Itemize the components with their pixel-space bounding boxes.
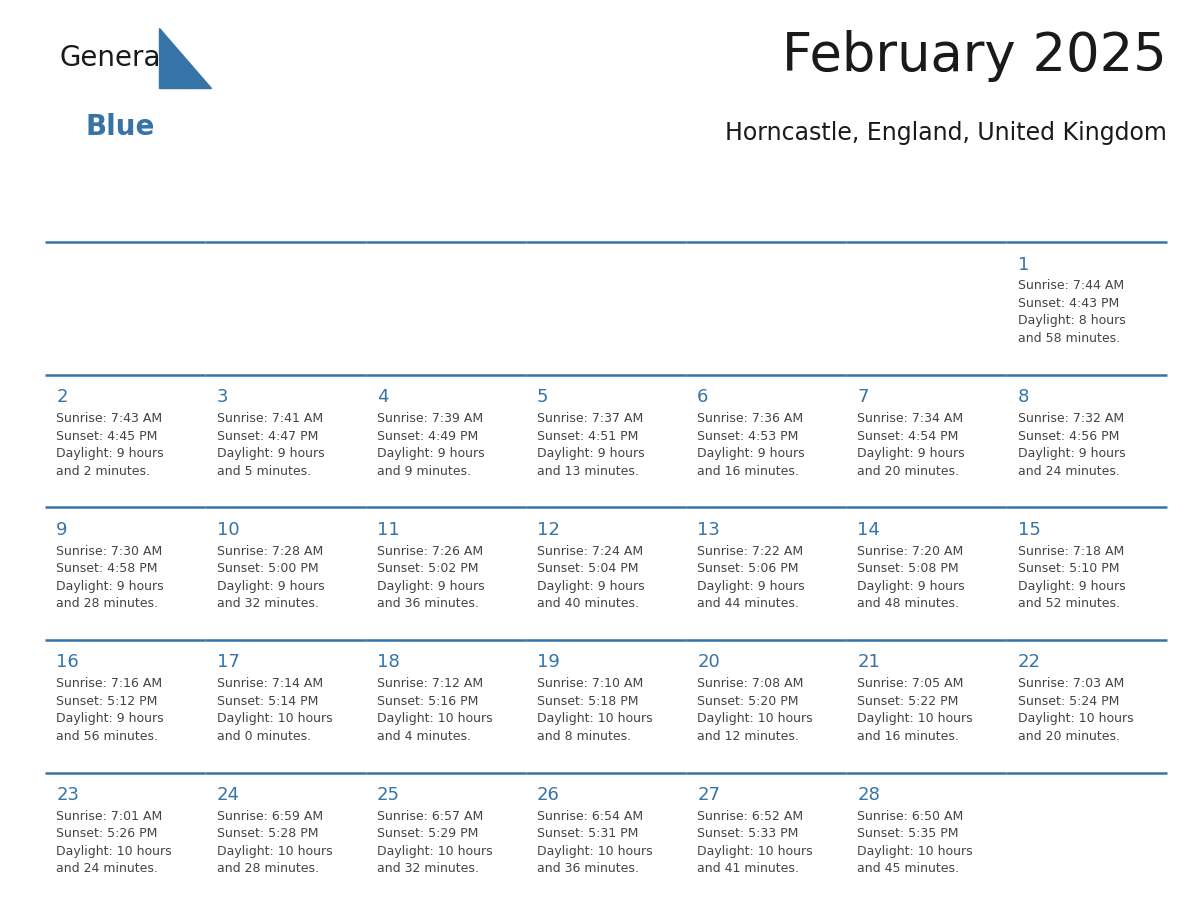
Text: 17: 17 (216, 654, 240, 671)
Text: Sunrise: 7:01 AM
Sunset: 5:26 PM
Daylight: 10 hours
and 24 minutes.: Sunrise: 7:01 AM Sunset: 5:26 PM Dayligh… (56, 810, 172, 875)
Text: 23: 23 (56, 786, 80, 804)
Text: 13: 13 (697, 521, 720, 539)
Text: 15: 15 (1018, 521, 1041, 539)
Text: 20: 20 (697, 654, 720, 671)
Text: Sunrise: 7:18 AM
Sunset: 5:10 PM
Daylight: 9 hours
and 52 minutes.: Sunrise: 7:18 AM Sunset: 5:10 PM Dayligh… (1018, 544, 1125, 610)
Text: 9: 9 (56, 521, 68, 539)
Text: February 2025: February 2025 (782, 29, 1167, 82)
Text: Sunrise: 7:32 AM
Sunset: 4:56 PM
Daylight: 9 hours
and 24 minutes.: Sunrise: 7:32 AM Sunset: 4:56 PM Dayligh… (1018, 412, 1125, 477)
Text: Tuesday: Tuesday (377, 205, 450, 222)
Text: Sunrise: 7:03 AM
Sunset: 5:24 PM
Daylight: 10 hours
and 20 minutes.: Sunrise: 7:03 AM Sunset: 5:24 PM Dayligh… (1018, 677, 1133, 743)
Text: 28: 28 (858, 786, 880, 804)
Text: Sunrise: 6:54 AM
Sunset: 5:31 PM
Daylight: 10 hours
and 36 minutes.: Sunrise: 6:54 AM Sunset: 5:31 PM Dayligh… (537, 810, 652, 875)
Text: Friday: Friday (858, 205, 912, 222)
Text: 26: 26 (537, 786, 560, 804)
Text: 7: 7 (858, 388, 868, 406)
Text: Horncastle, England, United Kingdom: Horncastle, England, United Kingdom (725, 120, 1167, 145)
Text: 14: 14 (858, 521, 880, 539)
Text: 16: 16 (56, 654, 80, 671)
Text: Sunrise: 7:39 AM
Sunset: 4:49 PM
Daylight: 9 hours
and 9 minutes.: Sunrise: 7:39 AM Sunset: 4:49 PM Dayligh… (377, 412, 485, 477)
Text: Sunrise: 6:59 AM
Sunset: 5:28 PM
Daylight: 10 hours
and 28 minutes.: Sunrise: 6:59 AM Sunset: 5:28 PM Dayligh… (216, 810, 333, 875)
Text: 18: 18 (377, 654, 399, 671)
Text: 4: 4 (377, 388, 388, 406)
Text: Sunrise: 6:50 AM
Sunset: 5:35 PM
Daylight: 10 hours
and 45 minutes.: Sunrise: 6:50 AM Sunset: 5:35 PM Dayligh… (858, 810, 973, 875)
Text: 19: 19 (537, 654, 560, 671)
Text: Wednesday: Wednesday (537, 205, 642, 222)
Text: Sunrise: 6:52 AM
Sunset: 5:33 PM
Daylight: 10 hours
and 41 minutes.: Sunrise: 6:52 AM Sunset: 5:33 PM Dayligh… (697, 810, 813, 875)
Text: Sunrise: 7:12 AM
Sunset: 5:16 PM
Daylight: 10 hours
and 4 minutes.: Sunrise: 7:12 AM Sunset: 5:16 PM Dayligh… (377, 677, 492, 743)
Text: Sunrise: 7:20 AM
Sunset: 5:08 PM
Daylight: 9 hours
and 48 minutes.: Sunrise: 7:20 AM Sunset: 5:08 PM Dayligh… (858, 544, 965, 610)
Text: Sunrise: 7:36 AM
Sunset: 4:53 PM
Daylight: 9 hours
and 16 minutes.: Sunrise: 7:36 AM Sunset: 4:53 PM Dayligh… (697, 412, 804, 477)
Text: Sunday: Sunday (56, 205, 124, 222)
Text: Saturday: Saturday (1018, 205, 1099, 222)
Text: Sunrise: 7:24 AM
Sunset: 5:04 PM
Daylight: 9 hours
and 40 minutes.: Sunrise: 7:24 AM Sunset: 5:04 PM Dayligh… (537, 544, 645, 610)
Text: 3: 3 (216, 388, 228, 406)
Text: Sunrise: 6:57 AM
Sunset: 5:29 PM
Daylight: 10 hours
and 32 minutes.: Sunrise: 6:57 AM Sunset: 5:29 PM Dayligh… (377, 810, 492, 875)
Text: Sunrise: 7:41 AM
Sunset: 4:47 PM
Daylight: 9 hours
and 5 minutes.: Sunrise: 7:41 AM Sunset: 4:47 PM Dayligh… (216, 412, 324, 477)
Text: 22: 22 (1018, 654, 1041, 671)
Text: Sunrise: 7:22 AM
Sunset: 5:06 PM
Daylight: 9 hours
and 44 minutes.: Sunrise: 7:22 AM Sunset: 5:06 PM Dayligh… (697, 544, 804, 610)
Text: Sunrise: 7:16 AM
Sunset: 5:12 PM
Daylight: 9 hours
and 56 minutes.: Sunrise: 7:16 AM Sunset: 5:12 PM Dayligh… (56, 677, 164, 743)
Text: 24: 24 (216, 786, 240, 804)
Text: Sunrise: 7:44 AM
Sunset: 4:43 PM
Daylight: 8 hours
and 58 minutes.: Sunrise: 7:44 AM Sunset: 4:43 PM Dayligh… (1018, 279, 1125, 345)
Text: 8: 8 (1018, 388, 1029, 406)
Text: Sunrise: 7:43 AM
Sunset: 4:45 PM
Daylight: 9 hours
and 2 minutes.: Sunrise: 7:43 AM Sunset: 4:45 PM Dayligh… (56, 412, 164, 477)
Text: 25: 25 (377, 786, 400, 804)
Text: 2: 2 (56, 388, 68, 406)
Text: Sunrise: 7:10 AM
Sunset: 5:18 PM
Daylight: 10 hours
and 8 minutes.: Sunrise: 7:10 AM Sunset: 5:18 PM Dayligh… (537, 677, 652, 743)
Text: Blue: Blue (86, 113, 154, 141)
Text: 6: 6 (697, 388, 708, 406)
Text: Sunrise: 7:26 AM
Sunset: 5:02 PM
Daylight: 9 hours
and 36 minutes.: Sunrise: 7:26 AM Sunset: 5:02 PM Dayligh… (377, 544, 485, 610)
Text: 12: 12 (537, 521, 560, 539)
Text: 5: 5 (537, 388, 549, 406)
Text: 27: 27 (697, 786, 720, 804)
Text: 21: 21 (858, 654, 880, 671)
Text: General: General (59, 43, 169, 72)
Text: Sunrise: 7:37 AM
Sunset: 4:51 PM
Daylight: 9 hours
and 13 minutes.: Sunrise: 7:37 AM Sunset: 4:51 PM Dayligh… (537, 412, 645, 477)
Text: Thursday: Thursday (697, 205, 781, 222)
Text: 10: 10 (216, 521, 239, 539)
Text: Monday: Monday (216, 205, 287, 222)
Text: Sunrise: 7:30 AM
Sunset: 4:58 PM
Daylight: 9 hours
and 28 minutes.: Sunrise: 7:30 AM Sunset: 4:58 PM Dayligh… (56, 544, 164, 610)
Text: Sunrise: 7:08 AM
Sunset: 5:20 PM
Daylight: 10 hours
and 12 minutes.: Sunrise: 7:08 AM Sunset: 5:20 PM Dayligh… (697, 677, 813, 743)
Text: Sunrise: 7:34 AM
Sunset: 4:54 PM
Daylight: 9 hours
and 20 minutes.: Sunrise: 7:34 AM Sunset: 4:54 PM Dayligh… (858, 412, 965, 477)
Text: 11: 11 (377, 521, 399, 539)
Text: Sunrise: 7:28 AM
Sunset: 5:00 PM
Daylight: 9 hours
and 32 minutes.: Sunrise: 7:28 AM Sunset: 5:00 PM Dayligh… (216, 544, 324, 610)
Text: 1: 1 (1018, 255, 1029, 274)
Text: Sunrise: 7:14 AM
Sunset: 5:14 PM
Daylight: 10 hours
and 0 minutes.: Sunrise: 7:14 AM Sunset: 5:14 PM Dayligh… (216, 677, 333, 743)
Polygon shape (159, 28, 211, 87)
Text: Sunrise: 7:05 AM
Sunset: 5:22 PM
Daylight: 10 hours
and 16 minutes.: Sunrise: 7:05 AM Sunset: 5:22 PM Dayligh… (858, 677, 973, 743)
